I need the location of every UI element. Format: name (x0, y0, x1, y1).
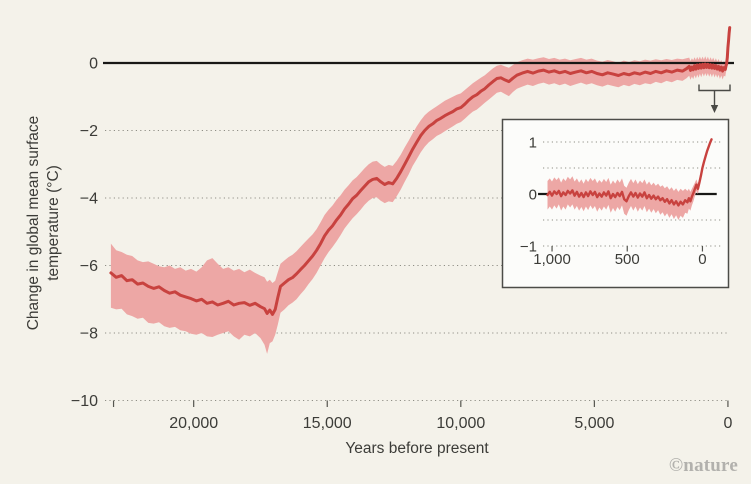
y-axis-label-line1: Change in global mean surface (25, 115, 42, 331)
inset-callout-bracket (698, 84, 731, 92)
inset-x-tick-label: 1,000 (533, 251, 571, 268)
inset-x-tick-label: 500 (615, 251, 640, 268)
nature-watermark: ©nature (668, 455, 738, 476)
inset-mean-line (546, 138, 713, 207)
main-y-tick-label: −10 (71, 393, 98, 410)
y-axis-label-line2: temperature (°C) (45, 165, 63, 281)
main-x-tick-label: 20,000 (169, 415, 218, 432)
y-axis-label: Change in global mean surface temperatur… (24, 43, 66, 403)
main-x-tick-label: 15,000 (303, 415, 352, 432)
main-x-tick-label: 5,000 (574, 415, 614, 432)
main-y-tick-label: −4 (80, 191, 98, 208)
main-x-tick-label: 0 (723, 415, 732, 432)
main-y-tick-label: −8 (80, 326, 98, 343)
main-y-tick-label: −2 (80, 123, 98, 140)
main-x-tick-label: 10,000 (436, 415, 485, 432)
main-mean-line (109, 26, 732, 316)
main-y-tick-label: 0 (89, 56, 98, 73)
inset-callout-arrowhead-icon (710, 105, 719, 113)
x-axis-label: Years before present (345, 440, 489, 457)
inset-y-tick-label: 0 (529, 186, 537, 203)
main-y-tick-label: −6 (80, 258, 98, 275)
inset-x-tick-label: 0 (698, 251, 706, 268)
main-uncertainty-band (110, 25, 730, 354)
inset-y-tick-label: −1 (520, 238, 537, 255)
inset-y-tick-label: 1 (529, 134, 537, 151)
inset-uncertainty-band (547, 137, 712, 220)
